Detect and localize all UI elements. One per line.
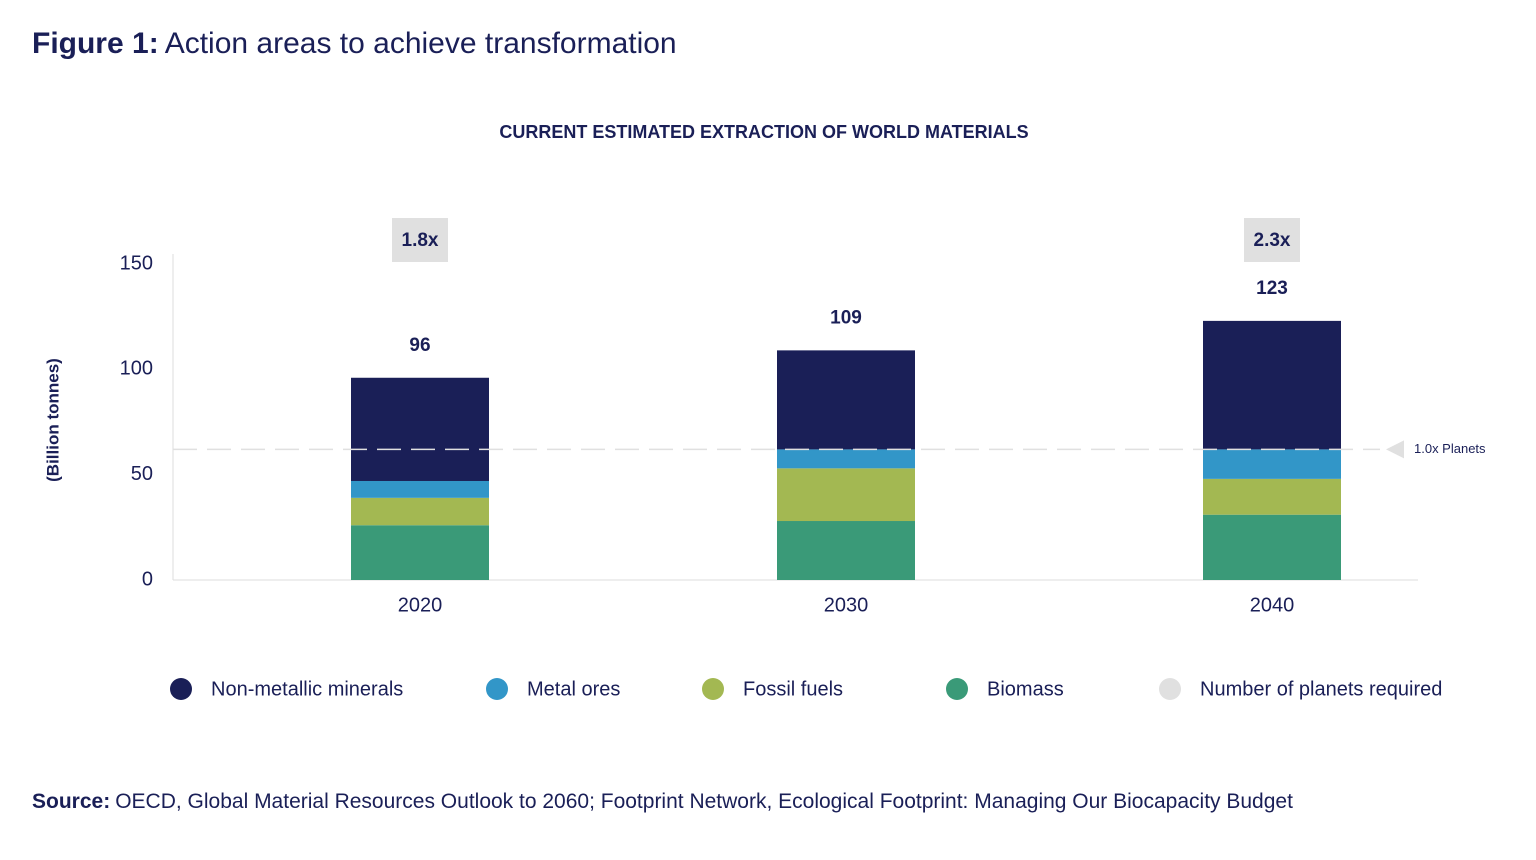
legend-swatch [1159, 678, 1181, 700]
planet-box [1244, 218, 1300, 262]
legend-swatch [170, 678, 192, 700]
source-text: OECD, Global Material Resources Outlook … [115, 790, 1293, 813]
y-tick-label: 150 [120, 252, 153, 274]
planet-label: 2.3x [1254, 230, 1291, 251]
x-tick-label: 2030 [824, 594, 869, 616]
page-title: Figure 1: Action areas to achieve transfo… [32, 27, 677, 60]
x-tick-label: 2020 [398, 594, 443, 616]
source: Source: OECD, Global Material Resources O… [32, 790, 1293, 813]
total-label: 123 [1256, 278, 1288, 299]
planet-label: 1.8x [402, 230, 439, 251]
reference-label: 1.0x Planets [1414, 441, 1486, 456]
planet-box [392, 218, 448, 262]
legend-label: Non-metallic minerals [211, 678, 403, 700]
bar-segment [777, 350, 915, 450]
x-tick-label: 2040 [1250, 594, 1295, 616]
legend-swatch [702, 678, 724, 700]
y-axis-label: (Billion tonnes) [43, 358, 62, 482]
y-tick-label: 100 [120, 358, 153, 380]
title-text: Action areas to achieve transformation [165, 27, 677, 60]
legend-label: Metal ores [527, 678, 620, 700]
legend-label: Fossil fuels [743, 678, 843, 700]
bar-segment [777, 521, 915, 580]
y-tick-label: 50 [131, 463, 153, 485]
legend-label: Number of planets required [1200, 678, 1442, 700]
bar-segment [777, 468, 915, 522]
bar-segment [351, 377, 489, 481]
y-tick-label: 0 [142, 568, 153, 590]
bar-segment [1203, 478, 1341, 515]
legend-swatch [946, 678, 968, 700]
reference-arrow [1386, 440, 1404, 459]
bar-segment [1203, 449, 1341, 479]
total-label: 109 [830, 307, 862, 328]
figure-label: Figure 1: [32, 27, 159, 60]
bar-segment [351, 497, 489, 526]
bar-segment [1203, 514, 1341, 580]
legend-swatch [486, 678, 508, 700]
bar-segment [351, 525, 489, 580]
chart-title: CURRENT ESTIMATED EXTRACTION OF WORLD MA… [499, 122, 1028, 142]
bar-segment [1203, 320, 1341, 450]
bar-segment [777, 449, 915, 469]
total-label: 96 [409, 335, 430, 356]
source-prefix: Source: [32, 790, 110, 813]
bar-segment [351, 480, 489, 498]
legend-label: Biomass [987, 678, 1064, 700]
